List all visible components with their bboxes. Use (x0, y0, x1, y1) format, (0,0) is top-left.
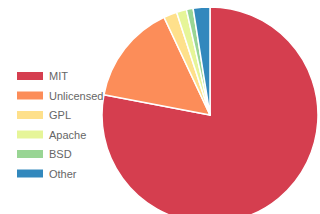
svg-text:BSD: BSD (49, 148, 72, 160)
svg-text:GPL: GPL (49, 109, 71, 121)
svg-text:Apache: Apache (49, 129, 86, 141)
svg-text:MIT: MIT (49, 70, 68, 82)
svg-text:Other: Other (49, 168, 77, 180)
svg-text:Unlicensed: Unlicensed (49, 90, 103, 102)
